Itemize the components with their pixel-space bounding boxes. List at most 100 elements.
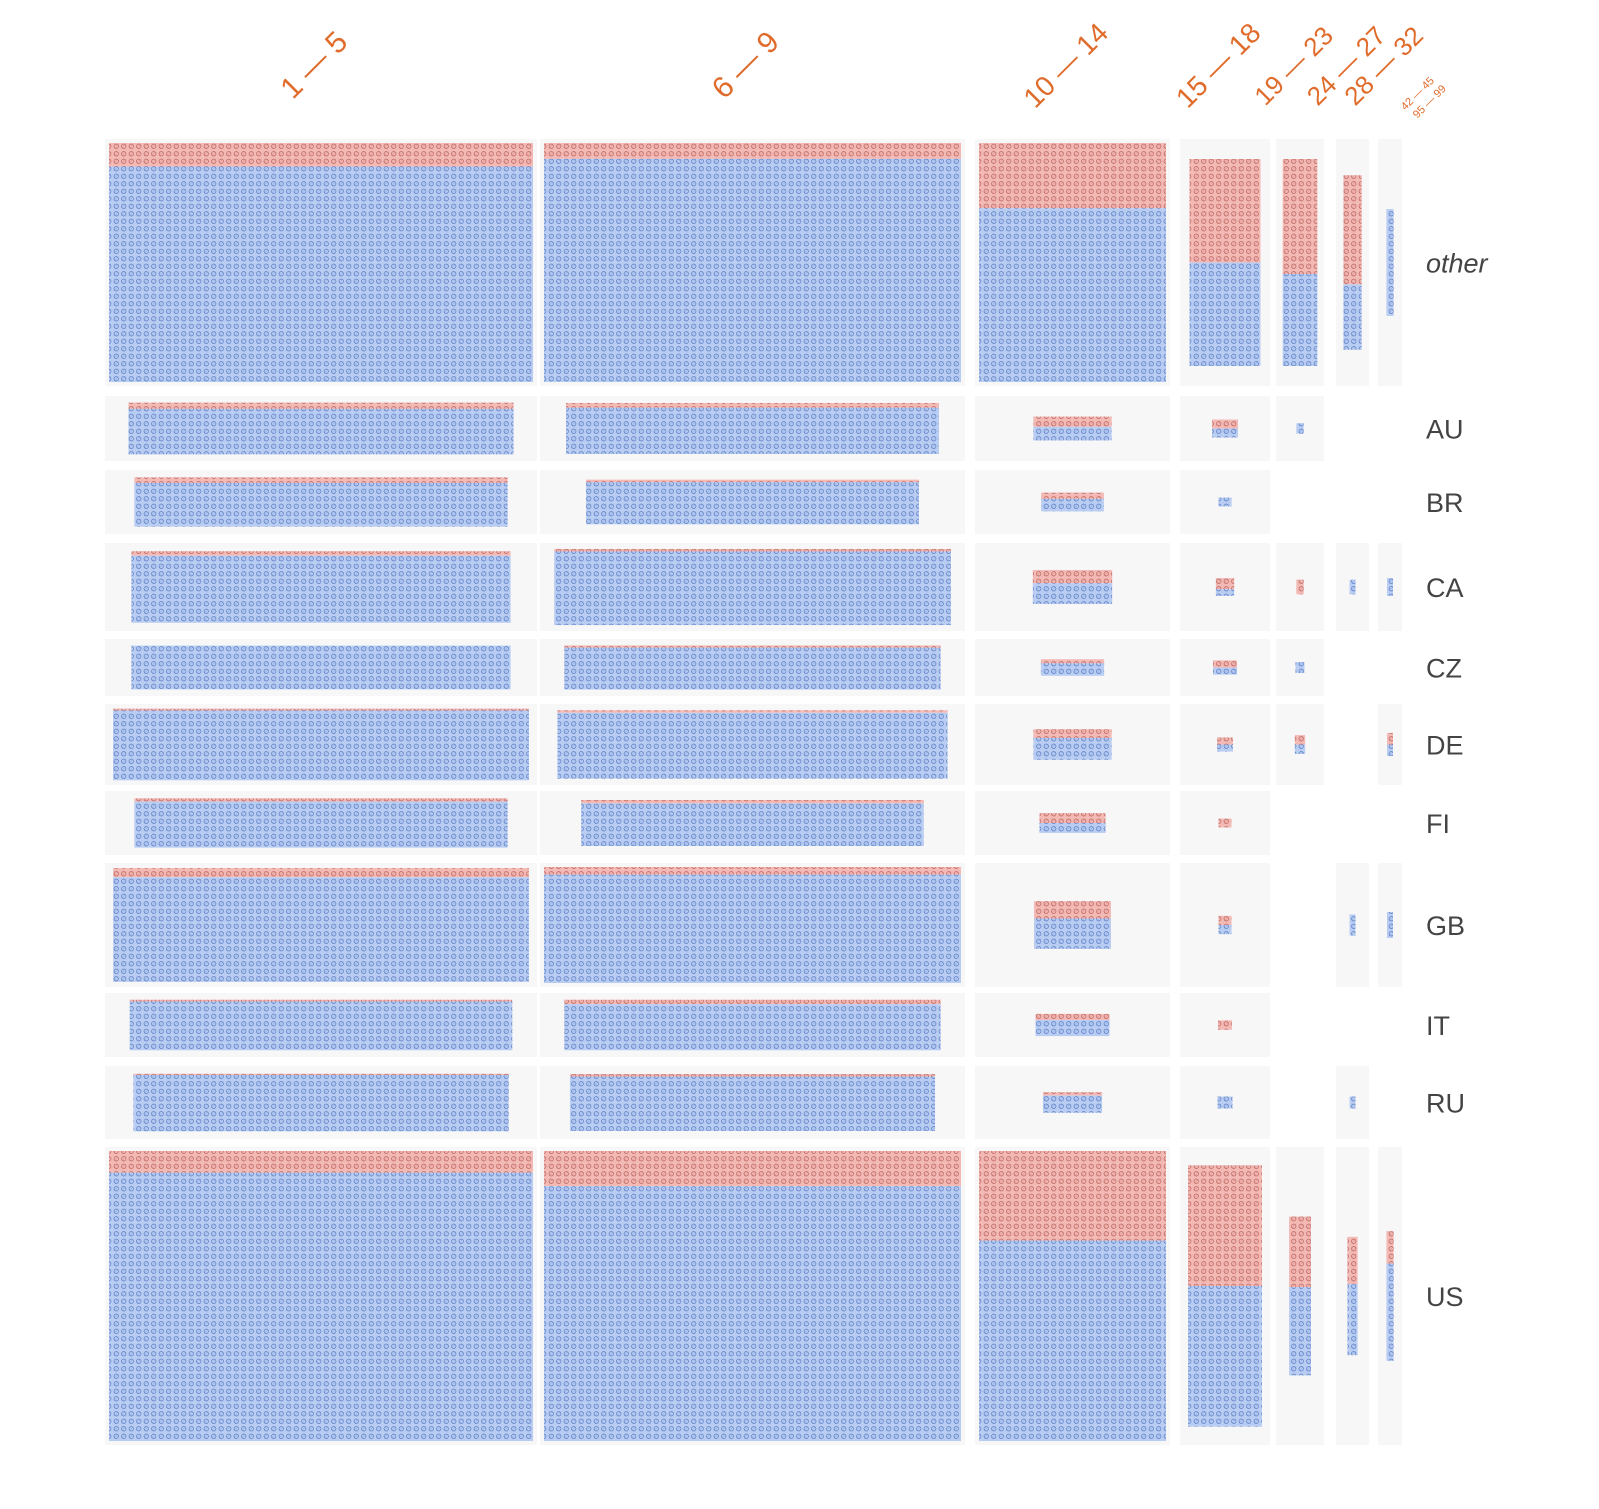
tile-block-blue — [1189, 262, 1261, 366]
tile-block-red — [1387, 732, 1393, 745]
tile-block-blue — [1218, 497, 1232, 507]
tile-block-blue — [979, 1240, 1166, 1441]
tile-block-red — [1041, 492, 1104, 499]
tile-block-blue — [1386, 209, 1394, 316]
tile-block-red — [979, 1151, 1166, 1241]
row-label: GB — [1426, 911, 1465, 941]
row-label: US — [1426, 1282, 1464, 1312]
tile-block-blue — [544, 1186, 961, 1441]
tile-block-blue — [1215, 589, 1235, 596]
tile-block-blue — [131, 645, 511, 690]
tile-block-blue — [1386, 1263, 1394, 1361]
row-label: FI — [1426, 809, 1450, 839]
tile-block-blue — [134, 482, 508, 527]
tile-block-blue — [1343, 284, 1362, 350]
tile-block-blue — [581, 803, 924, 847]
tile-block-red — [1343, 175, 1362, 285]
tile-block-red — [109, 143, 533, 167]
tile-block-red — [564, 999, 941, 1005]
tile-block-blue — [109, 166, 533, 382]
tile-block-red — [1215, 578, 1235, 590]
tile-block-red — [586, 479, 919, 483]
tile-block-blue — [1218, 925, 1232, 935]
tile-block-blue — [1033, 737, 1112, 760]
tile-block-red — [544, 867, 961, 875]
tile-block-blue — [1294, 744, 1306, 754]
tile-block-red — [544, 143, 961, 159]
tile-block-red — [113, 868, 529, 878]
tile-block-red — [1033, 416, 1112, 427]
row-label: RU — [1426, 1089, 1465, 1119]
tile-block-blue — [129, 1001, 513, 1051]
column-header: 15 — 18 — [1170, 17, 1267, 114]
tile-block-red — [569, 1074, 936, 1077]
tile-block-red — [544, 1151, 961, 1187]
tile-block-blue — [1387, 912, 1393, 938]
tile-block-red — [581, 799, 924, 804]
tile-block-red — [1033, 729, 1112, 738]
tile-block-red — [133, 1073, 509, 1075]
tile-block-blue — [1034, 918, 1111, 949]
tile-block-red — [113, 708, 529, 711]
tile-block-blue — [544, 158, 961, 382]
tile-block-red — [1294, 735, 1306, 745]
tile-block-blue — [1035, 1019, 1110, 1037]
tile-block-red — [554, 548, 951, 552]
tile-block-blue — [131, 555, 511, 623]
tile-block-red — [1218, 915, 1232, 925]
tile-block-red — [1282, 159, 1318, 274]
tile-block-red — [1218, 1020, 1232, 1030]
tile-block-red — [134, 477, 508, 483]
tile-block-blue — [1217, 744, 1233, 752]
tile-block-red — [128, 402, 514, 409]
tile-block-blue — [564, 1004, 941, 1051]
row-label: AU — [1426, 415, 1464, 445]
tile-block-red — [557, 710, 948, 713]
tile-block-blue — [1387, 578, 1393, 596]
tile-block-blue — [134, 801, 508, 848]
tile-block-red — [1386, 1231, 1394, 1264]
tile-block-blue — [1349, 1096, 1356, 1109]
tile-block-red — [109, 1151, 533, 1173]
tile-block-red — [1289, 1216, 1311, 1288]
tile-block-red — [1212, 419, 1238, 429]
tile-block-red — [1032, 570, 1113, 584]
tile-block-blue — [1217, 1096, 1233, 1109]
tile-block-red — [1296, 579, 1304, 595]
tile-block-red — [564, 645, 941, 648]
tile-block-blue — [1296, 423, 1304, 434]
tile-block-blue — [554, 551, 951, 626]
tile-block-blue — [1295, 662, 1305, 673]
tile-block-blue — [1347, 1284, 1358, 1356]
tile-block-blue — [1349, 914, 1356, 936]
tile-block-blue — [1188, 1285, 1262, 1427]
tile-block-red — [1217, 737, 1233, 745]
tile-block-blue — [1033, 426, 1112, 441]
tile-block-red — [1035, 1013, 1110, 1020]
tile-block-blue — [109, 1172, 533, 1441]
tile-block-red — [1039, 813, 1106, 823]
column-header: 1 — 5 — [274, 25, 354, 105]
tile-block-blue — [557, 712, 948, 779]
tile-block-blue — [1212, 428, 1238, 438]
row-label: BR — [1426, 488, 1464, 518]
tile-block-blue — [1039, 823, 1106, 833]
row-label: other — [1426, 249, 1489, 279]
tile-block-red — [566, 403, 939, 408]
tile-block-red — [1189, 159, 1261, 263]
tile-block-blue — [113, 710, 529, 781]
tile-block-blue — [1032, 583, 1113, 604]
tile-block-red — [1034, 901, 1111, 919]
tile-block-red — [1040, 659, 1105, 664]
tile-block-blue — [1212, 667, 1238, 675]
tile-block-red — [1212, 660, 1238, 668]
tile-block-blue — [566, 407, 939, 454]
row-label: IT — [1426, 1011, 1450, 1041]
tile-block-red — [131, 551, 511, 556]
tile-block-blue — [128, 408, 514, 455]
tile-block-blue — [113, 877, 529, 982]
tile-block-blue — [1289, 1287, 1311, 1376]
tile-block-blue — [586, 482, 919, 525]
